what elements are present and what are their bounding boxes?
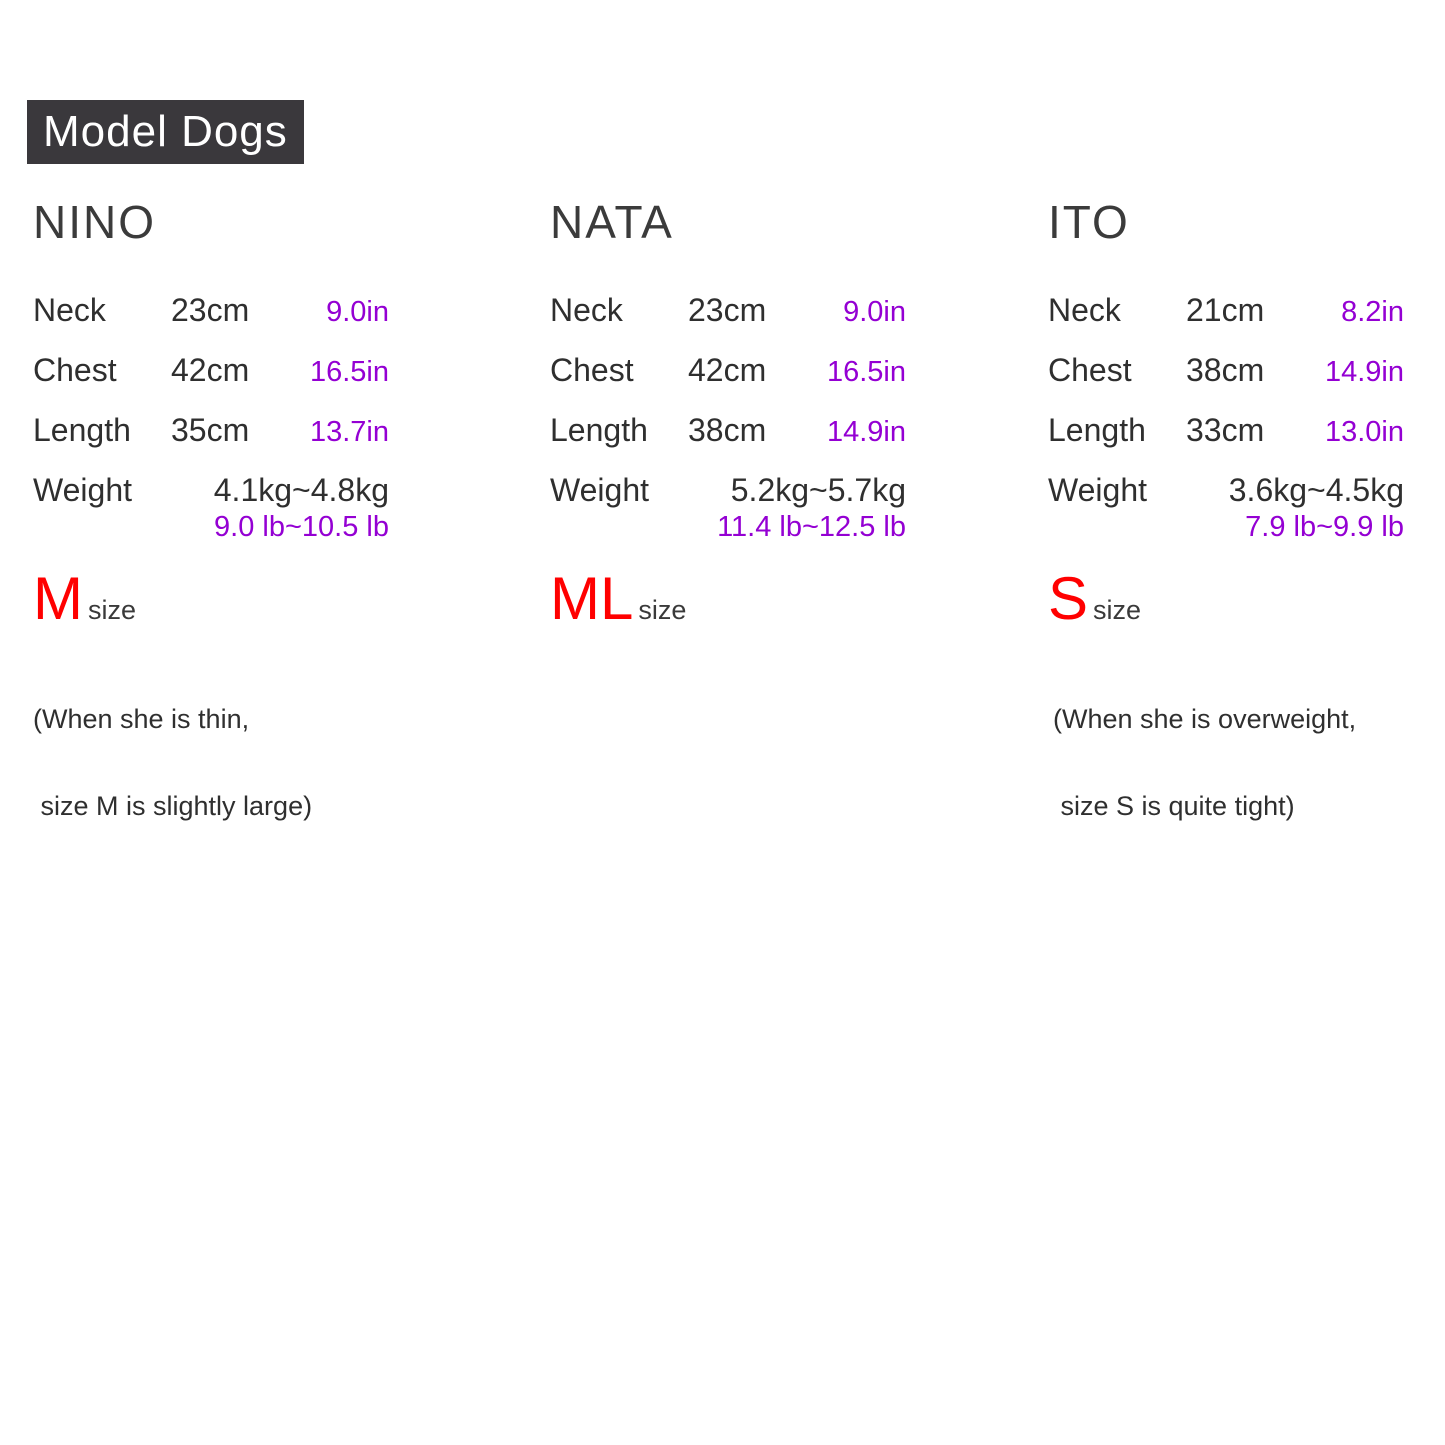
weight-row: Weight 5.2kg~5.7kg — [550, 473, 906, 508]
measurement-label: Neck — [33, 292, 106, 328]
dog-column-ito: ITO Neck 21cm 8.2in Chest 38cm 14.9in Le… — [1048, 195, 1404, 879]
note-line: (When she is thin, — [33, 704, 250, 734]
dog-name: NINO — [33, 196, 156, 248]
measurement-label: Length — [33, 412, 131, 448]
size-suffix: size — [1093, 595, 1142, 625]
measurement-inches: 13.0in — [1324, 416, 1404, 448]
size-letter: S — [1048, 565, 1089, 632]
measurement-label: Chest — [550, 352, 634, 388]
measurement-row: Neck 23cm 9.0in — [33, 293, 389, 330]
measurement-cm: 38cm — [1186, 352, 1265, 388]
size-suffix: size — [87, 595, 136, 625]
measurement-cm: 42cm — [688, 352, 767, 388]
size-letter: M — [33, 565, 83, 632]
measurement-inches: 9.0in — [326, 296, 389, 328]
size-note — [550, 647, 906, 821]
note-line: size S is quite tight) — [1053, 791, 1295, 821]
weight-label: Weight — [33, 472, 133, 508]
measurement-cm: 23cm — [688, 292, 767, 328]
measurement-row: Chest 38cm 14.9in — [1048, 353, 1404, 390]
measurement-inches: 16.5in — [309, 356, 389, 388]
measurement-inches: 14.9in — [826, 416, 906, 448]
weight-label: Weight — [550, 472, 650, 508]
measurement-cm: 38cm — [688, 412, 767, 448]
title-badge: Model Dogs — [27, 100, 304, 164]
weight-label: Weight — [1048, 472, 1148, 508]
measurement-cm: 35cm — [171, 412, 250, 448]
measurement-label: Chest — [1048, 352, 1132, 388]
measurement-row: Length 35cm 13.7in — [33, 413, 389, 450]
dog-column-nata: NATA Neck 23cm 9.0in Chest 42cm 16.5in L… — [550, 195, 906, 821]
size-note: (When she is overweight, size S is quite… — [1048, 647, 1404, 879]
weight-row: Weight 3.6kg~4.5kg — [1048, 473, 1404, 508]
measurement-inches: 14.9in — [1324, 356, 1404, 388]
note-line: size M is slightly large) — [33, 791, 313, 821]
dog-name: ITO — [1048, 196, 1130, 248]
measurement-inches: 16.5in — [826, 356, 906, 388]
measurement-inches: 8.2in — [1341, 296, 1404, 328]
measurement-label: Neck — [550, 292, 623, 328]
size-letter: ML — [550, 565, 634, 632]
measurement-cm: 42cm — [171, 352, 250, 388]
weight-lb: 9.0 lb~10.5 lb — [214, 511, 389, 543]
measurement-inches: 9.0in — [843, 296, 906, 328]
size-note: (When she is thin, size M is slightly la… — [33, 647, 389, 879]
measurement-row: Length 38cm 14.9in — [550, 413, 906, 450]
measurements: Neck 23cm 9.0in Chest 42cm 16.5in Length… — [33, 293, 389, 544]
measurement-row: Chest 42cm 16.5in — [550, 353, 906, 390]
measurement-row: Neck 21cm 8.2in — [1048, 293, 1404, 330]
weight-kg: 5.2kg~5.7kg — [730, 472, 906, 508]
weight-kg: 3.6kg~4.5kg — [1228, 472, 1404, 508]
dog-name: NATA — [550, 196, 674, 248]
measurement-label: Neck — [1048, 292, 1121, 328]
weight-lb: 11.4 lb~12.5 lb — [717, 511, 906, 543]
size-row: ML size — [550, 569, 906, 645]
measurement-cm: 33cm — [1186, 412, 1265, 448]
measurement-inches: 13.7in — [309, 416, 389, 448]
weight-row: Weight 4.1kg~4.8kg — [33, 473, 389, 508]
measurement-cm: 23cm — [171, 292, 250, 328]
weight-lb: 7.9 lb~9.9 lb — [1245, 511, 1404, 543]
note-line: (When she is overweight, — [1053, 704, 1357, 734]
size-suffix: size — [638, 595, 687, 625]
measurement-label: Length — [550, 412, 648, 448]
weight-kg: 4.1kg~4.8kg — [213, 472, 389, 508]
measurement-cm: 21cm — [1186, 292, 1265, 328]
measurement-label: Chest — [33, 352, 117, 388]
measurements: Neck 23cm 9.0in Chest 42cm 16.5in Length… — [550, 293, 906, 544]
measurement-row: Chest 42cm 16.5in — [33, 353, 389, 390]
measurement-row: Neck 23cm 9.0in — [550, 293, 906, 330]
measurement-label: Length — [1048, 412, 1146, 448]
measurements: Neck 21cm 8.2in Chest 38cm 14.9in Length… — [1048, 293, 1404, 544]
dog-column-nino: NINO Neck 23cm 9.0in Chest 42cm 16.5in L… — [33, 195, 389, 879]
measurement-row: Length 33cm 13.0in — [1048, 413, 1404, 450]
